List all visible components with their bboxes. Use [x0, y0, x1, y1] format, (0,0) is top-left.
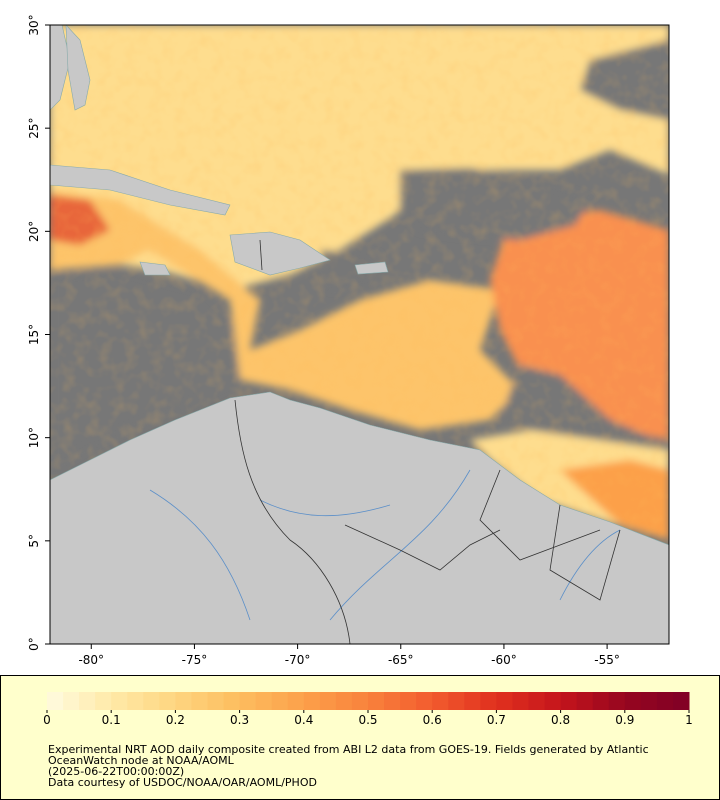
colorbar-cell	[608, 692, 626, 710]
colorbar-cell	[63, 692, 80, 710]
colorbar-cell	[79, 692, 96, 710]
colorbar-cell	[223, 692, 241, 710]
map-image	[50, 25, 669, 644]
legend-line: OceanWatch node at NOAA/AOML	[48, 754, 235, 767]
rivers	[149, 469, 621, 621]
colorbar-cell	[271, 692, 289, 710]
x-tick-label: -60°	[491, 653, 517, 667]
colorbar-cell	[448, 692, 465, 710]
colorbar-tick-label: 1	[685, 713, 693, 727]
colorbar-cell	[175, 692, 192, 710]
colorbar-cell	[496, 692, 513, 710]
y-tick-label: 20°	[27, 221, 41, 242]
colorbar-cell	[319, 692, 337, 710]
colorbar-cell	[432, 692, 449, 710]
y-tick-label: 10°	[27, 427, 41, 448]
colorbar-cell	[335, 692, 353, 710]
land	[50, 25, 669, 644]
colorbar-cell	[624, 692, 642, 710]
x-tick-label: -75°	[182, 653, 208, 667]
legend-line: Experimental NRT AOD daily composite cre…	[48, 743, 649, 756]
colorbar-cell	[95, 692, 112, 710]
x-tick-label: -70°	[285, 653, 311, 667]
colorbar-tick-label: 0.3	[230, 713, 249, 727]
colorbar-tick-label: 0	[43, 713, 51, 727]
colorbar-cell	[143, 692, 160, 710]
colorbar-tick-label: 0.7	[487, 713, 506, 727]
colorbar-cell	[239, 692, 257, 710]
colorbar-cell	[592, 692, 610, 710]
colorbar-cell	[111, 692, 128, 710]
colorbar-cell	[207, 692, 225, 710]
colorbar-tick-label: 0.1	[102, 713, 121, 727]
x-tick-label: -80°	[78, 653, 104, 667]
colorbar-cell	[672, 692, 690, 710]
colorbar-cell	[127, 692, 144, 710]
colorbar-cell	[368, 692, 385, 710]
colorbar-cell	[400, 692, 417, 710]
colorbar-tick-label: 0.6	[423, 713, 442, 727]
colorbar-cell	[640, 692, 658, 710]
colorbar-cell	[512, 692, 529, 710]
legend-line: (2025-06-22T00:00:00Z)	[48, 765, 184, 778]
y-tick-label: 30°	[27, 14, 41, 35]
colorbar-cell	[47, 692, 64, 710]
colorbar-cell	[528, 692, 546, 710]
borders	[234, 239, 621, 644]
colorbar-cell	[255, 692, 273, 710]
colorbar-cell	[656, 692, 674, 710]
colorbar-cell	[303, 692, 321, 710]
y-tick-label: 25°	[27, 118, 41, 139]
colorbar-tick-label: 0.9	[615, 713, 634, 727]
colorbar-cell	[464, 692, 481, 710]
y-tick-label: 5°	[27, 534, 41, 548]
colorbar-cell	[384, 692, 401, 710]
colorbar-cell	[576, 692, 594, 710]
colorbar-tick-label: 0.4	[294, 713, 313, 727]
colorbar-cell	[544, 692, 562, 710]
colorbar-cell	[560, 692, 578, 710]
colorbar-cell	[351, 692, 369, 710]
colorbar-cell	[191, 692, 208, 710]
colorbar-tick-label: 0.8	[551, 713, 570, 727]
colorbar-cell	[287, 692, 305, 710]
colorbar-cell	[480, 692, 497, 710]
colorbar-cell	[416, 692, 433, 710]
y-tick-label: 0°	[27, 637, 41, 651]
x-tick-label: -65°	[388, 653, 414, 667]
colorbar-cell	[159, 692, 176, 710]
colorbar-tick-label: 0.5	[358, 713, 377, 727]
x-tick-label: -55°	[594, 653, 620, 667]
colorbar-tick-label: 0.2	[166, 713, 185, 727]
y-tick-label: 15°	[27, 324, 41, 345]
legend-line: Data courtesy of USDOC/NOAA/OAR/AOML/PHO…	[48, 776, 317, 789]
